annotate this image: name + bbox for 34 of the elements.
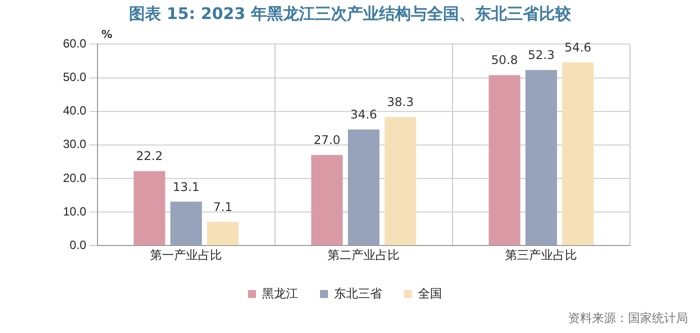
y-tick-label: 0.0	[70, 238, 87, 252]
legend-label: 黑龙江	[262, 286, 298, 300]
y-tick-label: 40.0	[62, 104, 87, 118]
bar	[562, 62, 594, 246]
bar	[384, 117, 416, 246]
data-label: 54.6	[564, 40, 592, 54]
legend-label: 东北三省	[334, 286, 382, 300]
data-label: 52.3	[528, 48, 555, 62]
y-tick-label: 50.0	[62, 70, 87, 84]
x-tick-label: 第二产业占比	[328, 248, 400, 262]
legend-label: 全国	[418, 286, 442, 300]
data-label: 7.1	[213, 200, 232, 214]
y-tick-label: 60.0	[62, 36, 87, 51]
data-label: 27.0	[314, 133, 340, 148]
bar	[207, 222, 239, 246]
data-label: 22.2	[136, 149, 163, 164]
data-label: 13.1	[172, 180, 200, 194]
y-tick-label: 30.0	[62, 137, 87, 152]
x-tick-label: 第一产业占比	[150, 248, 222, 262]
bar	[170, 202, 202, 246]
y-axis-title: %	[101, 28, 112, 42]
bar	[134, 171, 166, 246]
bar	[525, 70, 558, 246]
chart-title: 图表 15: 2023 年黑龙江三次产业结构与全国、东北三省比较	[128, 4, 572, 25]
bar	[488, 75, 520, 246]
bar	[348, 129, 380, 246]
x-tick-label: 第三产业占比	[505, 248, 578, 262]
bar	[311, 154, 343, 246]
y-tick-label: 10.0	[62, 204, 87, 218]
data-label: 38.3	[387, 95, 414, 110]
data-label: 34.6	[350, 108, 378, 122]
text: 资料来源：国家统计局	[568, 310, 688, 327]
data-label: 50.8	[491, 53, 518, 68]
y-tick-label: 20.0	[62, 170, 87, 185]
